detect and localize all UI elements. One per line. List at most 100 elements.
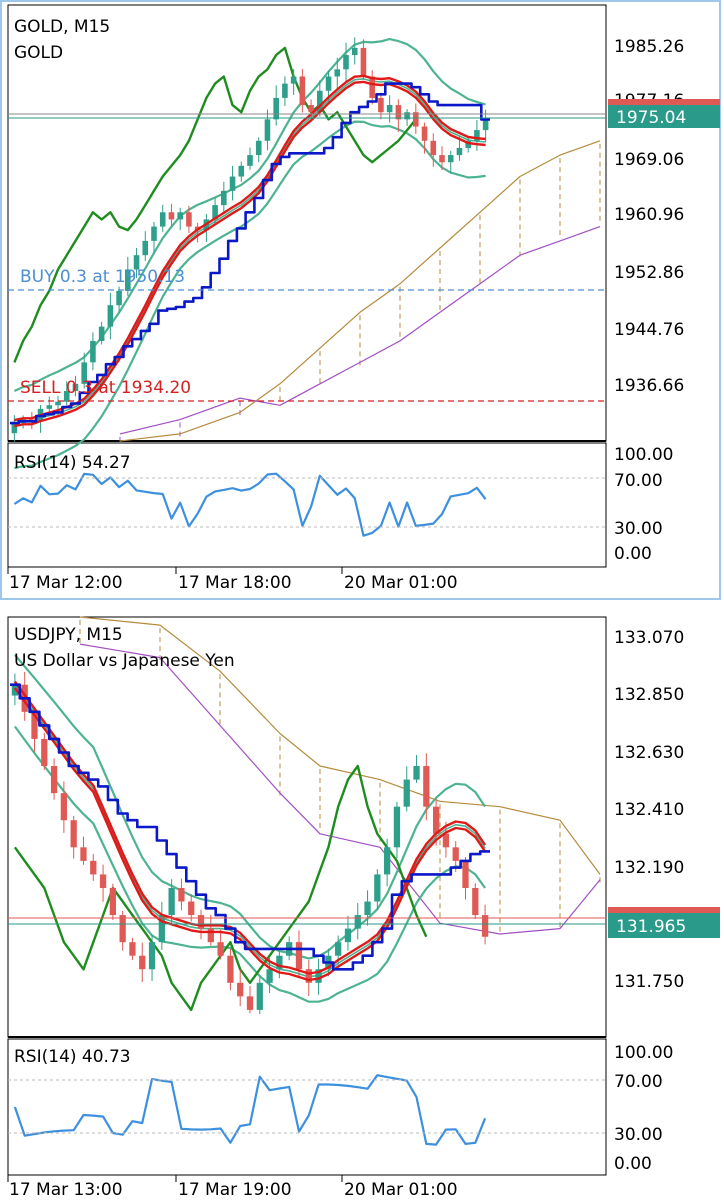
usdjpy-candle-body — [295, 942, 303, 970]
gold-candle-body — [159, 212, 166, 227]
usdjpy-symbol-name: US Dollar vs Japanese Yen — [14, 651, 235, 671]
gold-candle-body — [282, 83, 288, 98]
gold-candle-body — [81, 362, 87, 384]
usdjpy-chikou-span — [13, 764, 428, 1012]
usdjpy-candle-body — [472, 887, 479, 916]
gold-candle-body — [439, 155, 445, 163]
gold-candle-body — [308, 105, 314, 113]
gold-candle-body — [273, 97, 279, 120]
usdjpy-candle-body — [266, 969, 273, 983]
usdjpy-price-tick: 131.750 — [614, 972, 684, 992]
gold-candle-body — [325, 76, 332, 91]
usdjpy-candle-body — [364, 901, 371, 916]
gold-time-axis: 17 Mar 12:00 17 Mar 18:00 20 Mar 01:00 — [7, 567, 458, 593]
usdjpy-candle-body — [393, 806, 401, 848]
usdjpy-candle-body — [119, 915, 126, 943]
gold-senkou-span-b — [119, 226, 601, 435]
gold-candle-body — [255, 140, 262, 156]
usdjpy-candle-body — [129, 942, 136, 956]
gold-price-tick: 1944.76 — [614, 320, 684, 340]
usdjpy-candle-body — [11, 684, 19, 696]
gold-senkou-span-a — [119, 140, 601, 442]
gold-candle-body — [264, 119, 271, 141]
gold-bollinger-lower — [14, 120, 486, 470]
usdjpy-rsi-label: RSI(14) 40.73 — [14, 1047, 131, 1067]
usdjpy-bollinger-middle — [14, 684, 486, 978]
gold-candle-body — [11, 423, 18, 434]
gold-candle-body — [168, 212, 175, 220]
usdjpy-candle-body — [481, 915, 489, 937]
usdjpy-rsi-tick: 70.00 — [614, 1072, 663, 1092]
gold-candle-body — [212, 205, 218, 220]
usdjpy-kijun-sen — [10, 683, 490, 971]
usdjpy-senkou-span-a — [79, 616, 601, 875]
usdjpy-candle-body — [452, 847, 459, 861]
gold-rsi-area — [7, 442, 607, 568]
usdjpy-candle-body — [168, 887, 175, 916]
usdjpy-price-tick: 133.070 — [614, 628, 684, 648]
sell-order-label: SELL 0.3 at 1934.20 — [20, 378, 191, 398]
gold-rsi-tick: 70.00 — [614, 471, 663, 491]
gold-current-price: 1975.04 — [616, 108, 686, 128]
gold-candle-body — [221, 190, 227, 206]
usdjpy-rsi-tick: 100.00 — [614, 1043, 673, 1063]
usdjpy-price-tick: 132.410 — [614, 800, 684, 820]
gold-candle-body — [447, 155, 454, 163]
gold-rsi-line — [13, 472, 487, 537]
usdjpy-symbol-title: USDJPY, M15 — [14, 625, 123, 645]
gold-candle-body — [98, 326, 105, 341]
gold-candle-body — [229, 176, 236, 191]
gold-candle-body — [72, 383, 79, 391]
gold-candle-body — [125, 269, 131, 291]
usdjpy-candle-body — [178, 887, 185, 902]
gold-price-tick: 1952.86 — [614, 263, 684, 283]
gold-candle-body — [290, 76, 297, 84]
usdjpy-candle-body — [246, 996, 254, 1010]
gold-current-price-tag — [608, 104, 720, 128]
usdjpy-candle-body — [432, 806, 440, 834]
gold-candle-body — [430, 140, 437, 156]
usdjpy-rsi-tick: 30.00 — [614, 1125, 663, 1145]
gold-candle-body — [107, 305, 114, 327]
usdjpy-bollinger-lower — [14, 725, 486, 1003]
gold-candle-body — [133, 255, 140, 270]
gold-candle-body — [247, 155, 253, 166]
gold-symbol-name: GOLD — [14, 43, 63, 63]
gold-price-tick: 1985.26 — [614, 37, 684, 57]
gold-candle-body — [386, 105, 393, 113]
gold-candle-body — [404, 112, 410, 120]
usdjpy-candle-body — [60, 793, 68, 821]
usdjpy-candle-body — [50, 766, 58, 794]
usdjpy-ichimoku-cloud — [79, 616, 601, 935]
gold-chikou-span — [13, 46, 417, 363]
usdjpy-candle-body — [148, 942, 156, 970]
gold-candle-body — [465, 140, 471, 148]
gold-candle-body — [482, 119, 489, 131]
usdjpy-chart-panel: USDJPY, M15 US Dollar vs Japanese Yen 13… — [7, 616, 720, 1200]
usdjpy-bollinger-upper — [14, 654, 487, 960]
usdjpy-candle-body — [217, 942, 224, 956]
usdjpy-candle-body — [413, 766, 420, 780]
usdjpy-price-axis: 133.070 132.850 132.630 132.410 132.190 … — [614, 628, 684, 992]
gold-candle-body — [46, 405, 53, 409]
usdjpy-candle-body — [188, 901, 195, 916]
gold-candle-body — [413, 112, 419, 127]
usdjpy-price-tick: 132.850 — [614, 685, 684, 705]
usdjpy-candle-body — [70, 820, 77, 848]
gold-price-tick: 1960.96 — [614, 205, 684, 225]
gold-candle-body — [369, 76, 375, 98]
gold-ask-price-tag — [608, 99, 720, 105]
usdjpy-candle-body — [344, 928, 352, 943]
usdjpy-candle-body — [315, 969, 322, 983]
usdjpy-current-price-tag — [608, 912, 720, 938]
usdjpy-candle-body — [335, 942, 342, 956]
gold-price-tick: 1969.06 — [614, 150, 684, 170]
usdjpy-rsi-tick: 0.00 — [614, 1154, 652, 1174]
gold-time-tick: 17 Mar 18:00 — [178, 573, 292, 593]
gold-symbol-title: GOLD, M15 — [14, 17, 110, 37]
gold-candle-body — [63, 390, 70, 402]
gold-rsi-tick: 0.00 — [614, 544, 652, 564]
usdjpy-current-price: 131.965 — [616, 917, 686, 937]
gold-rsi-label: RSI(14) 54.27 — [14, 453, 131, 473]
